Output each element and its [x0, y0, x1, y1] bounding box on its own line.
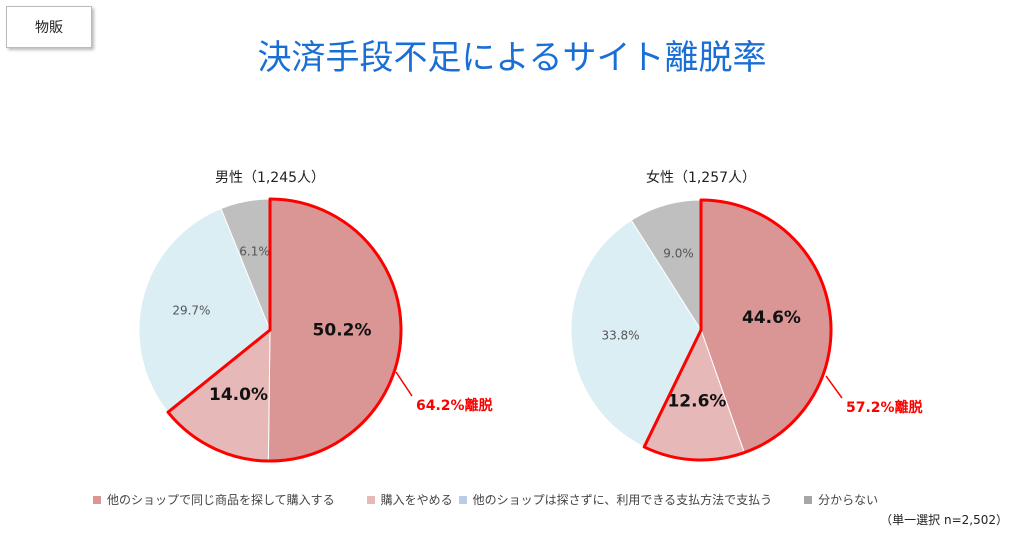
pie-slice [138, 207, 271, 413]
sample-note: （単一選択 n=2,502） [880, 513, 1008, 527]
page-title: 決済手段不足によるサイト離脱率 [257, 38, 767, 78]
slice-label: 44.6% [742, 308, 801, 328]
slice-label: 50.2% [313, 320, 372, 340]
legend: 他のショップで同じ商品を探して購入する 購入をやめる 他のショップは探さずに、利… [93, 491, 878, 508]
legend-item: 購入をやめる [366, 491, 453, 508]
pie-title: 男性（1,245人） [215, 170, 325, 186]
legend-label: 分からない [818, 493, 879, 507]
highlight-outline [166, 197, 403, 463]
legend-swatch [93, 496, 101, 504]
legend-swatch [366, 496, 375, 504]
slice-label: 29.7% [172, 304, 210, 318]
legend-label: 購入をやめる [380, 493, 453, 507]
slice-label: 14.0% [209, 385, 268, 405]
pie-title: 女性（1,257人） [646, 169, 756, 186]
legend-label: 他のショップで同じ商品を探して購入する [107, 493, 335, 507]
pie-slice [570, 219, 702, 448]
exit-rate-annotation: 57.2%離脱 [846, 399, 923, 416]
legend-swatch [458, 496, 467, 504]
slice-label: 9.0% [663, 247, 694, 261]
legend-swatch [804, 496, 813, 504]
legend-item: 他のショップは探さずに、利用できる支払方法で支払う [458, 491, 773, 508]
highlight-outline [642, 198, 833, 462]
legend-label: 他のショップは探さずに、利用できる支払方法で支払う [472, 493, 773, 507]
callout-line [825, 375, 843, 399]
slice-label: 12.6% [667, 391, 726, 411]
exit-rate-annotation: 64.2%離脱 [416, 397, 493, 414]
legend-item: 他のショップで同じ商品を探して購入する [93, 491, 335, 508]
slice-label: 33.8% [601, 329, 639, 343]
category-tag: 物販 [6, 6, 92, 48]
callout-line [395, 371, 413, 397]
slice-label: 6.1% [239, 244, 270, 258]
legend-item: 分からない [804, 491, 878, 508]
